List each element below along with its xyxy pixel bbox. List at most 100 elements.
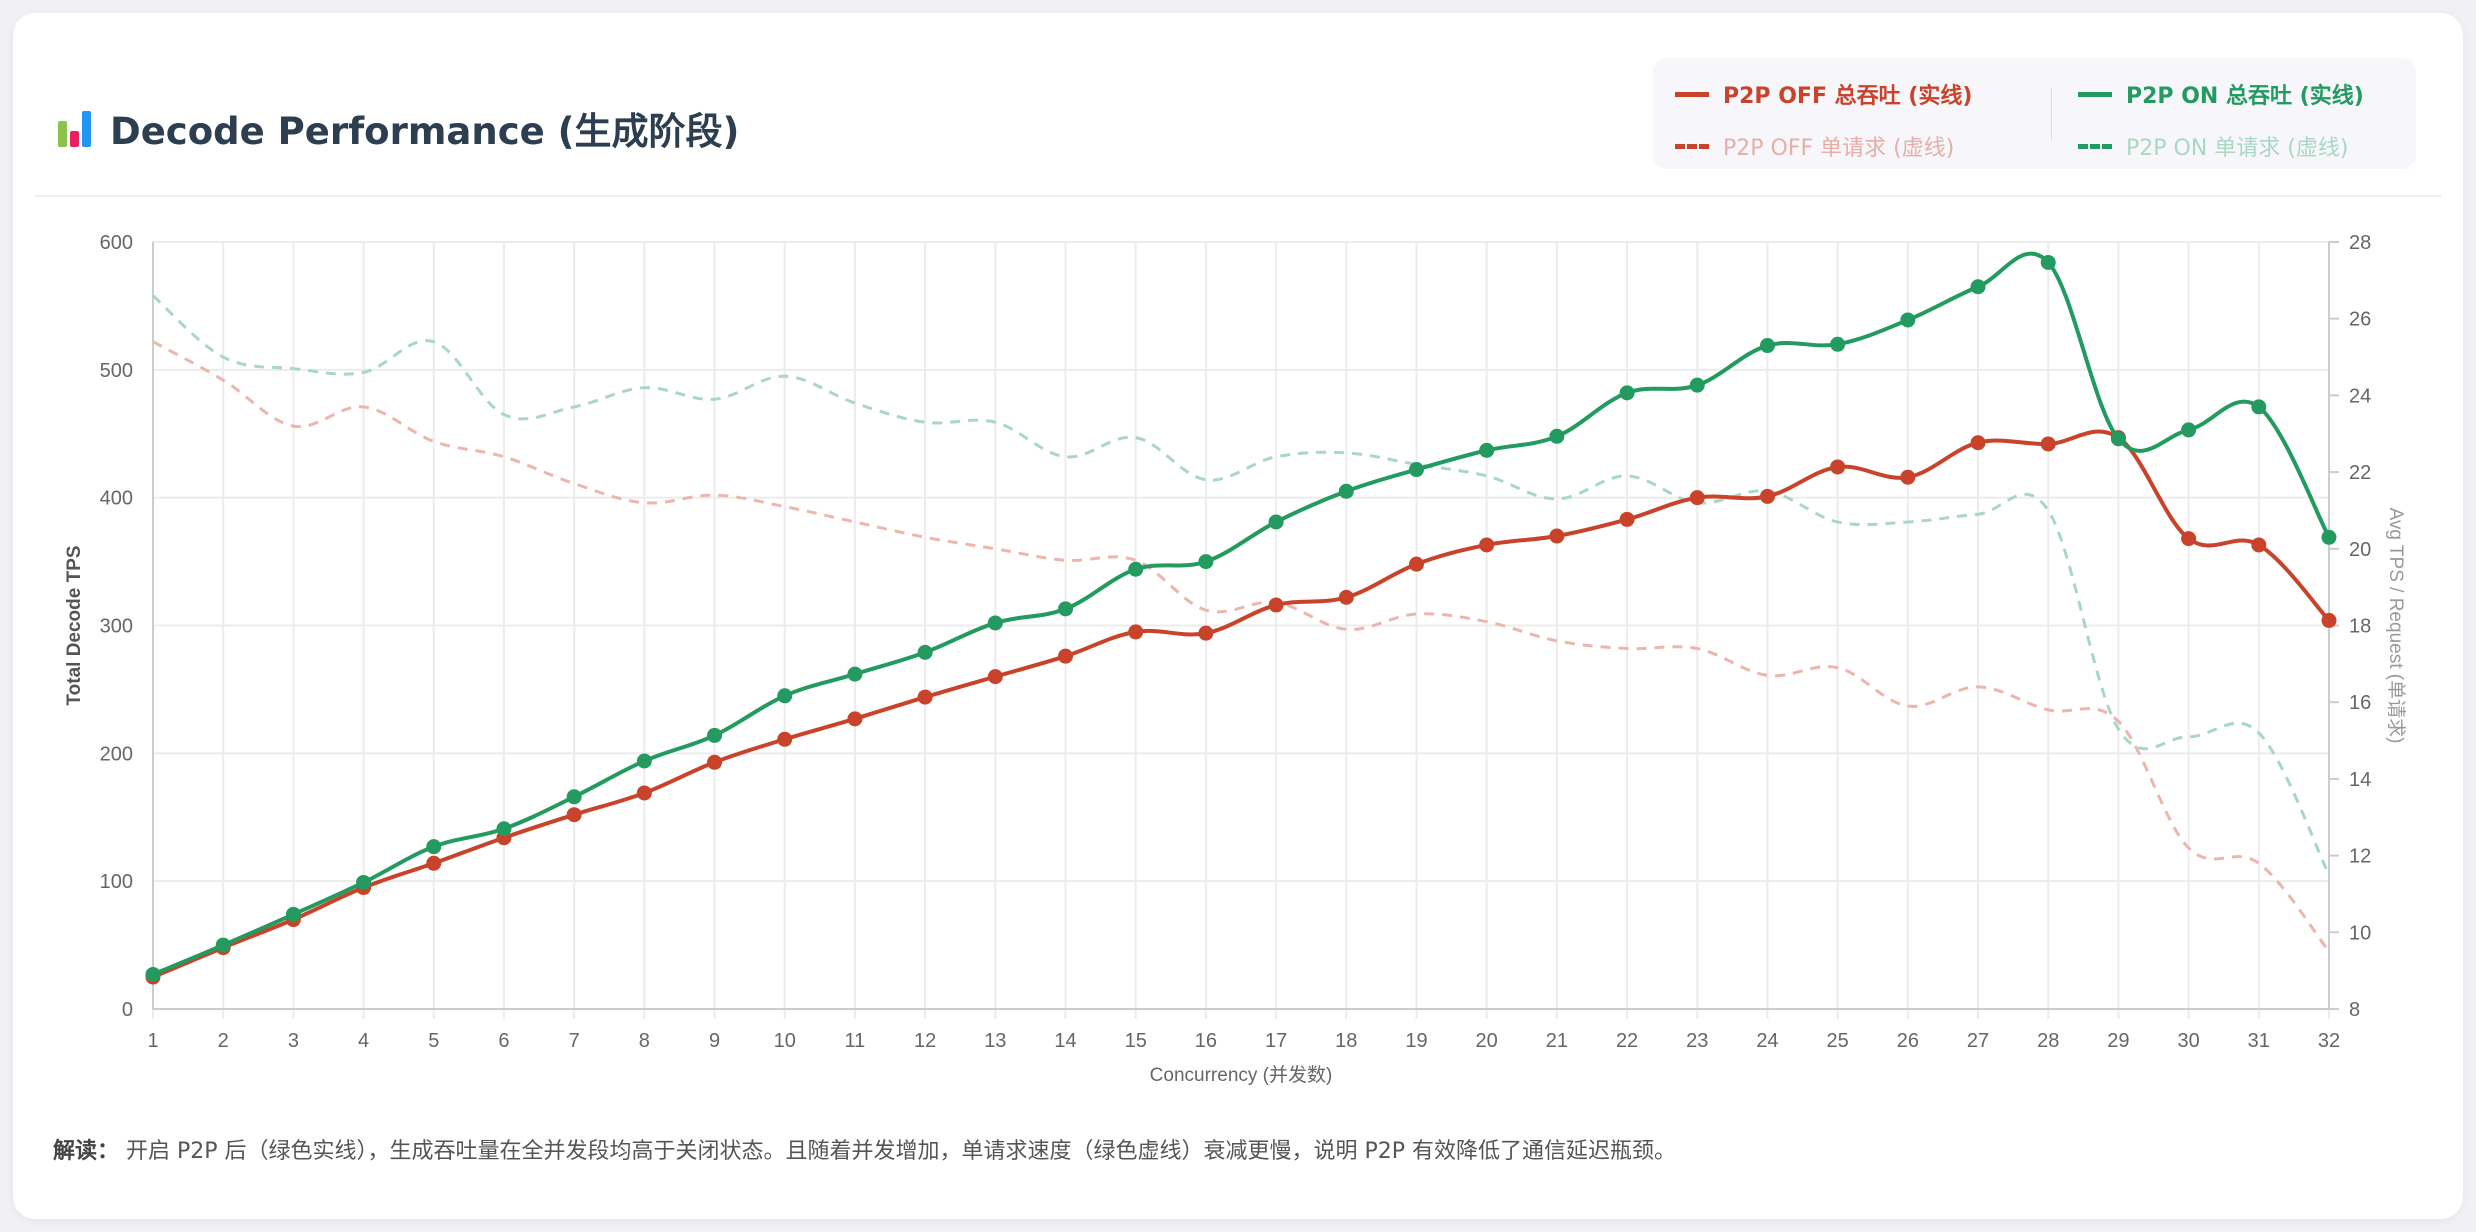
legend-label: P2P OFF 总吞吐 (实线)	[1723, 84, 1973, 109]
series-p2p-on-total-point	[1759, 338, 1775, 354]
series-p2p-off-total-point	[847, 711, 863, 727]
series-p2p-off-total-point	[707, 754, 723, 770]
x-tick-label: 25	[1827, 1030, 1849, 1052]
x-tick-label: 7	[569, 1030, 580, 1052]
note-label: 解读：	[53, 1139, 120, 1164]
series-p2p-on-total-point	[917, 644, 933, 660]
y2-tick-label: 16	[2349, 692, 2371, 714]
series-p2p-off-total-point	[566, 807, 582, 823]
series-p2p-on-total-point	[426, 839, 442, 855]
series-p2p-off-total-point	[2040, 436, 2056, 452]
x-tick-label: 6	[498, 1030, 509, 1052]
header-divider	[35, 195, 2441, 197]
y2-tick-label: 8	[2349, 999, 2360, 1021]
x-tick-label: 28	[2037, 1030, 2059, 1052]
solid-line-swatch-icon	[2078, 91, 2112, 97]
series-p2p-on-total-point	[1900, 312, 1916, 328]
x-tick-label: 13	[984, 1030, 1006, 1052]
x-tick-label: 20	[1476, 1030, 1498, 1052]
x-tick-label: 30	[2177, 1030, 2199, 1052]
series-p2p-on-total-point	[1830, 336, 1846, 352]
x-tick-label: 11	[845, 1030, 866, 1052]
y2-tick-label: 10	[2349, 922, 2371, 944]
legend: P2P OFF 总吞吐 (实线) P2P OFF 单请求 (虚线) P2P ON…	[1653, 58, 2416, 169]
series-p2p-off-total-point	[1619, 511, 1635, 527]
x-tick-label: 4	[358, 1030, 369, 1052]
dashed-line-swatch-icon	[2078, 143, 2112, 149]
y-tick-label: 600	[100, 232, 133, 254]
y2-tick-label: 26	[2349, 309, 2371, 331]
legend-item-off-request[interactable]: P2P OFF 单请求 (虚线)	[1675, 130, 1954, 162]
y-tick-label: 400	[100, 488, 133, 510]
series-p2p-off-total-point	[1970, 435, 1986, 451]
series-p2p-on-total-point	[566, 789, 582, 805]
x-tick-label: 26	[1897, 1030, 1919, 1052]
series-p2p-on-total-point	[496, 821, 512, 837]
x-tick-label: 12	[914, 1030, 936, 1052]
series-p2p-off-total-point	[1058, 648, 1074, 664]
x-tick-label: 16	[1195, 1030, 1217, 1052]
series-p2p-on-total-point	[1128, 561, 1144, 577]
y2-tick-label: 28	[2349, 232, 2371, 254]
series-p2p-on-total-point	[145, 966, 161, 982]
series-p2p-off-request-line	[152, 340, 2331, 953]
y2-tick-label: 14	[2349, 769, 2371, 791]
dashed-line-swatch-icon	[1675, 143, 1709, 149]
series-p2p-off-total-point	[1408, 556, 1424, 572]
series-p2p-on-total-point	[1970, 279, 1986, 295]
y-tick-label: 200	[100, 743, 133, 765]
bar-chart-icon	[58, 109, 94, 147]
solid-line-swatch-icon	[1675, 91, 1709, 97]
note-text: 开启 P2P 后（绿色实线），生成吞吐量在全并发段均高于关闭状态。且随着并发增加…	[126, 1139, 1677, 1164]
x-tick-label: 3	[288, 1030, 299, 1052]
series-p2p-on-total-point	[707, 727, 723, 743]
series-p2p-off-total-point	[1549, 528, 1565, 544]
series-p2p-on-total-point	[1549, 428, 1565, 444]
x-tick-label: 9	[709, 1030, 720, 1052]
series-p2p-on-total-point	[215, 937, 231, 953]
series-p2p-off-total-point	[1759, 488, 1775, 504]
y2-tick-label: 20	[2349, 539, 2371, 561]
x-tick-label: 15	[1125, 1030, 1147, 1052]
chart-card: Decode Performance (生成阶段) P2P OFF 总吞吐 (实…	[13, 13, 2463, 1219]
legend-item-off-total[interactable]: P2P OFF 总吞吐 (实线)	[1675, 78, 1972, 110]
series-p2p-off-total-point	[2251, 537, 2267, 553]
x-tick-label: 2	[218, 1030, 229, 1052]
series-p2p-on-total-point	[1058, 601, 1074, 617]
x-tick-label: 31	[2248, 1030, 2270, 1052]
series-p2p-on-total-point	[636, 753, 652, 769]
series-p2p-on-total-point	[2321, 529, 2337, 545]
series-p2p-off-total-point	[1479, 537, 1495, 553]
series-p2p-off-total-point	[1900, 469, 1916, 485]
series-p2p-on-total-point	[777, 688, 793, 704]
series-p2p-on-total-point	[1198, 554, 1214, 570]
x-tick-label: 27	[1967, 1030, 1989, 1052]
legend-item-on-total[interactable]: P2P ON 总吞吐 (实线)	[2078, 78, 2364, 110]
y2-tick-label: 12	[2349, 846, 2371, 868]
y2-axis-title: Avg TPS / Request (单请求)	[2385, 508, 2407, 744]
x-tick-label: 17	[1265, 1030, 1287, 1052]
x-tick-label: 24	[1756, 1030, 1778, 1052]
x-tick-label: 5	[428, 1030, 439, 1052]
series-p2p-off-total-point	[2321, 612, 2337, 628]
series-p2p-on-total-point	[2110, 431, 2126, 447]
series-p2p-on-total-point	[987, 615, 1003, 631]
series-p2p-off-total-point	[777, 731, 793, 747]
y-tick-label: 100	[100, 871, 133, 893]
page-title: Decode Performance (生成阶段)	[110, 110, 740, 153]
series-p2p-on-total-point	[2251, 399, 2267, 415]
series-p2p-off-total-point	[1338, 589, 1354, 605]
x-axis-title: Concurrency (并发数)	[1150, 1064, 1333, 1086]
series-p2p-off-total-point	[1198, 625, 1214, 641]
legend-item-on-request[interactable]: P2P ON 单请求 (虚线)	[2078, 130, 2348, 162]
series-p2p-on-request-line	[152, 294, 2331, 876]
series-p2p-off-total-point	[917, 689, 933, 705]
series-p2p-off-total-point	[636, 785, 652, 801]
y2-tick-label: 22	[2349, 462, 2371, 484]
series-p2p-off-total-point	[1830, 459, 1846, 475]
x-tick-label: 29	[2107, 1030, 2129, 1052]
series-p2p-off-total-point	[426, 855, 442, 871]
series-p2p-off-total-point	[2181, 531, 2197, 547]
y2-tick-label: 24	[2349, 385, 2371, 407]
